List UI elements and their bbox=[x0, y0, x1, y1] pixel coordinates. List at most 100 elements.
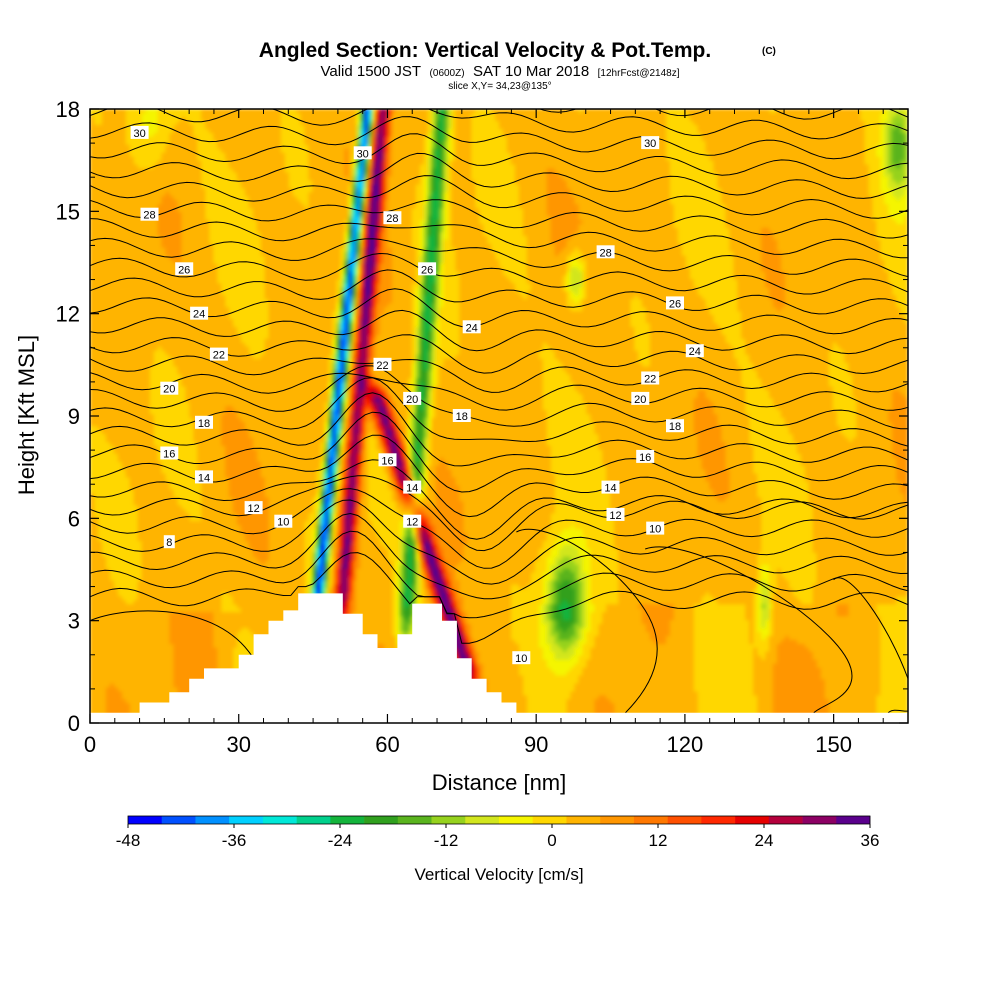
colorbar-swatch bbox=[262, 816, 297, 824]
contour-label-bg bbox=[195, 415, 213, 429]
colorbar-swatch bbox=[836, 816, 871, 824]
isentrope-line bbox=[90, 530, 908, 619]
colorbar-swatch bbox=[667, 816, 702, 824]
x-tick-label: 150 bbox=[815, 732, 852, 757]
x-axis-label: Distance [nm] bbox=[432, 770, 567, 795]
isentrope-line bbox=[90, 475, 908, 552]
isentrope-line bbox=[90, 499, 908, 585]
contour-label-bg bbox=[606, 507, 625, 521]
y-tick-label: 9 bbox=[68, 404, 80, 429]
contour-label: 30 bbox=[644, 138, 656, 150]
colorbar-tick-label: 12 bbox=[649, 831, 668, 850]
colorbar-swatch bbox=[195, 816, 230, 824]
isentrope-line bbox=[90, 434, 908, 518]
contour-label-bg bbox=[685, 344, 704, 358]
chart-title: Angled Section: Vertical Velocity & Pot.… bbox=[259, 39, 711, 62]
x-tick-label: 30 bbox=[226, 732, 250, 757]
isentrope-line bbox=[90, 377, 908, 447]
colorbar-swatch bbox=[364, 816, 399, 824]
contour-label-bg bbox=[160, 446, 179, 460]
colorbar-swatch bbox=[701, 816, 736, 824]
plot-area: 30 30 30 28 28 28 26 26 26 24 24 24 22 22 22 20 20 20 18 18… bbox=[90, 109, 908, 723]
isentrope-line bbox=[90, 288, 908, 335]
isentrope-line bbox=[90, 512, 908, 600]
colorbar-tick-label: -36 bbox=[222, 831, 247, 850]
contour-label: 28 bbox=[386, 213, 398, 225]
isentrope-line bbox=[90, 309, 908, 355]
contour-label-bg bbox=[163, 535, 175, 549]
contour-label: 10 bbox=[277, 517, 289, 529]
contour-label: 24 bbox=[689, 346, 701, 358]
contour-label: 26 bbox=[669, 298, 681, 310]
x-axis: 0 30 60 90 120 150 bbox=[84, 109, 884, 757]
contour-label: 20 bbox=[634, 394, 646, 406]
potential-temperature-contours bbox=[90, 109, 908, 714]
isentrope-line bbox=[90, 269, 908, 315]
colorbar-tick-label: 36 bbox=[861, 831, 880, 850]
contour-label-bg bbox=[244, 501, 263, 515]
contour-label: 16 bbox=[381, 455, 393, 467]
colorbar-swatch bbox=[532, 816, 567, 824]
contour-label-bg bbox=[403, 480, 422, 494]
colorbar-swatch bbox=[633, 816, 668, 824]
contour-label-bg bbox=[353, 146, 372, 160]
contour-label-bg bbox=[462, 320, 481, 334]
subtitle-forecast: [12hrFcst@2148z] bbox=[598, 68, 680, 79]
isentrope-line bbox=[645, 546, 853, 714]
colorbar-swatch bbox=[499, 816, 534, 824]
y-axis: 0 3 6 9 12 15 18 bbox=[56, 97, 908, 736]
contour-label: 14 bbox=[406, 483, 418, 495]
subtitle-valid-time: Valid 1500 JST bbox=[320, 63, 421, 80]
colorbar-swatch bbox=[296, 816, 331, 824]
contour-label: 22 bbox=[644, 374, 656, 386]
contour-label-bg bbox=[666, 419, 684, 433]
x-tick-label: 60 bbox=[375, 732, 399, 757]
contour-label-bg bbox=[641, 136, 660, 150]
contour-label: 20 bbox=[406, 394, 418, 406]
colorbar-label: Vertical Velocity [cm/s] bbox=[414, 865, 583, 884]
contour-label: 14 bbox=[604, 483, 616, 495]
contour-label: 26 bbox=[421, 264, 433, 276]
contour-label-bg bbox=[209, 347, 228, 361]
slice-label: slice X,Y= 34,23@135° bbox=[448, 81, 551, 92]
contour-label: 12 bbox=[609, 510, 621, 522]
contour-label-bg bbox=[190, 306, 209, 320]
contour-label-bg bbox=[418, 262, 437, 276]
colorbar-swatch bbox=[735, 816, 770, 824]
contour-label-bg bbox=[160, 381, 179, 395]
y-tick-label: 3 bbox=[68, 609, 80, 634]
contour-label: 16 bbox=[639, 452, 651, 464]
terrain bbox=[90, 593, 908, 723]
contour-label: 24 bbox=[193, 309, 205, 321]
contour-labels: 30 30 30 28 28 28 26 26 26 24 24 24 22 22 22 20 20 20 18 18… bbox=[130, 125, 704, 665]
x-tick-label: 120 bbox=[667, 732, 704, 757]
contour-label-bg bbox=[636, 449, 655, 463]
colorbar-swatch bbox=[431, 816, 466, 824]
contour-label-bg bbox=[596, 245, 615, 259]
contour-label: 22 bbox=[376, 360, 388, 372]
contour-label-bg bbox=[274, 514, 293, 528]
colorbar-swatch bbox=[768, 816, 803, 824]
contour-label: 30 bbox=[133, 128, 145, 140]
isentrope-line bbox=[90, 175, 908, 219]
colorbar-tick-label: -48 bbox=[116, 831, 141, 850]
contour-label-bg bbox=[512, 651, 531, 665]
contour-label-bg bbox=[641, 371, 660, 385]
colorbar-swatch bbox=[330, 816, 365, 824]
contour-label-bg bbox=[631, 391, 650, 405]
y-tick-label: 0 bbox=[68, 711, 80, 736]
isentrope-line bbox=[90, 109, 908, 140]
contour-label: 10 bbox=[649, 524, 661, 536]
isentrope-line bbox=[90, 199, 908, 239]
contour-label: 30 bbox=[357, 148, 369, 160]
colorbar: -48 -36 -24 -12 0 12 24 36 bbox=[116, 815, 880, 850]
y-tick-label: 12 bbox=[56, 302, 80, 327]
isentrope-line bbox=[90, 552, 908, 644]
contour-label: 8 bbox=[166, 537, 172, 549]
isentrope-line bbox=[90, 252, 908, 295]
colorbar-swatch bbox=[397, 816, 432, 824]
isentrope-line bbox=[90, 355, 908, 393]
isentrope-line bbox=[90, 133, 908, 180]
contour-label: 20 bbox=[163, 384, 175, 396]
contour-label-bg bbox=[601, 480, 620, 494]
